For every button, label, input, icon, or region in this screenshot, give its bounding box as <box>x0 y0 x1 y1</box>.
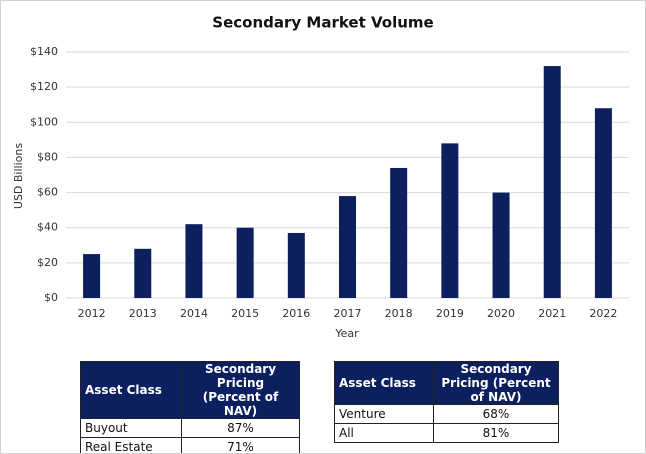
table-cell: Venture <box>334 404 434 424</box>
x-tick-label: 2014 <box>180 307 208 320</box>
table-row: All 81% <box>334 423 559 443</box>
x-tick-label: 2017 <box>334 307 362 320</box>
table-row: Venture 68% <box>334 404 559 424</box>
x-tick-label: 2018 <box>385 307 413 320</box>
table-cell: 81% <box>433 423 559 443</box>
x-tick-label: 2022 <box>589 307 617 320</box>
y-tick-label: $100 <box>30 115 58 128</box>
bar <box>339 196 356 298</box>
x-tick-label: 2012 <box>78 307 106 320</box>
y-tick-label: $40 <box>37 221 58 234</box>
table-cell: Buyout <box>80 418 182 438</box>
x-tick-label: 2016 <box>282 307 310 320</box>
header-cell: Secondary Pricing (Percent of NAV) <box>433 361 559 405</box>
bar <box>83 254 101 298</box>
header-cell: Secondary Pricing (Percent of NAV) <box>181 361 300 419</box>
y-tick-label: $20 <box>37 256 58 269</box>
bar <box>492 192 510 298</box>
y-tick-label: $120 <box>30 80 58 93</box>
table-cell: All <box>334 423 434 443</box>
y-tick-label: $80 <box>37 150 58 163</box>
x-axis-label: Year <box>334 327 359 340</box>
bar <box>390 167 408 298</box>
chart: Secondary Market Volume Year USD Billion… <box>12 14 629 340</box>
table: Asset Class Secondary Pricing (Percent of… <box>80 361 300 453</box>
y-tick-label: $140 <box>30 45 58 58</box>
bar <box>185 224 203 298</box>
chart-title: Secondary Market Volume <box>212 14 433 32</box>
x-tick-label: 2013 <box>129 307 157 320</box>
table-cell: 71% <box>181 437 300 453</box>
y-tick-label: $60 <box>37 186 58 199</box>
header-cell: Asset Class <box>334 361 434 405</box>
table-cell: 87% <box>181 418 300 438</box>
table-cell: Real Estate <box>80 437 182 453</box>
x-tick-label: 2019 <box>436 307 464 320</box>
bar <box>134 248 152 298</box>
header-row: Asset Class Secondary Pricing (Percent of… <box>334 361 559 405</box>
bar <box>441 143 459 298</box>
bar <box>543 66 561 298</box>
table-cell: 68% <box>433 404 559 424</box>
table-row: Real Estate 71% <box>80 437 300 453</box>
bar <box>287 232 305 298</box>
table-row: Buyout 87% <box>80 418 300 438</box>
x-tick-label: 2020 <box>487 307 515 320</box>
table: Asset Class Secondary Pricing (Percent of… <box>334 361 559 443</box>
header-row: Asset Class Secondary Pricing (Percent of… <box>80 361 300 419</box>
header-cell: Asset Class <box>80 361 182 419</box>
y-axis-label: USD Billions <box>12 143 25 209</box>
x-tick-label: 2015 <box>231 307 259 320</box>
bar <box>594 108 612 298</box>
x-tick-label: 2021 <box>538 307 566 320</box>
bar <box>236 227 254 298</box>
y-tick-label: $0 <box>44 291 58 304</box>
